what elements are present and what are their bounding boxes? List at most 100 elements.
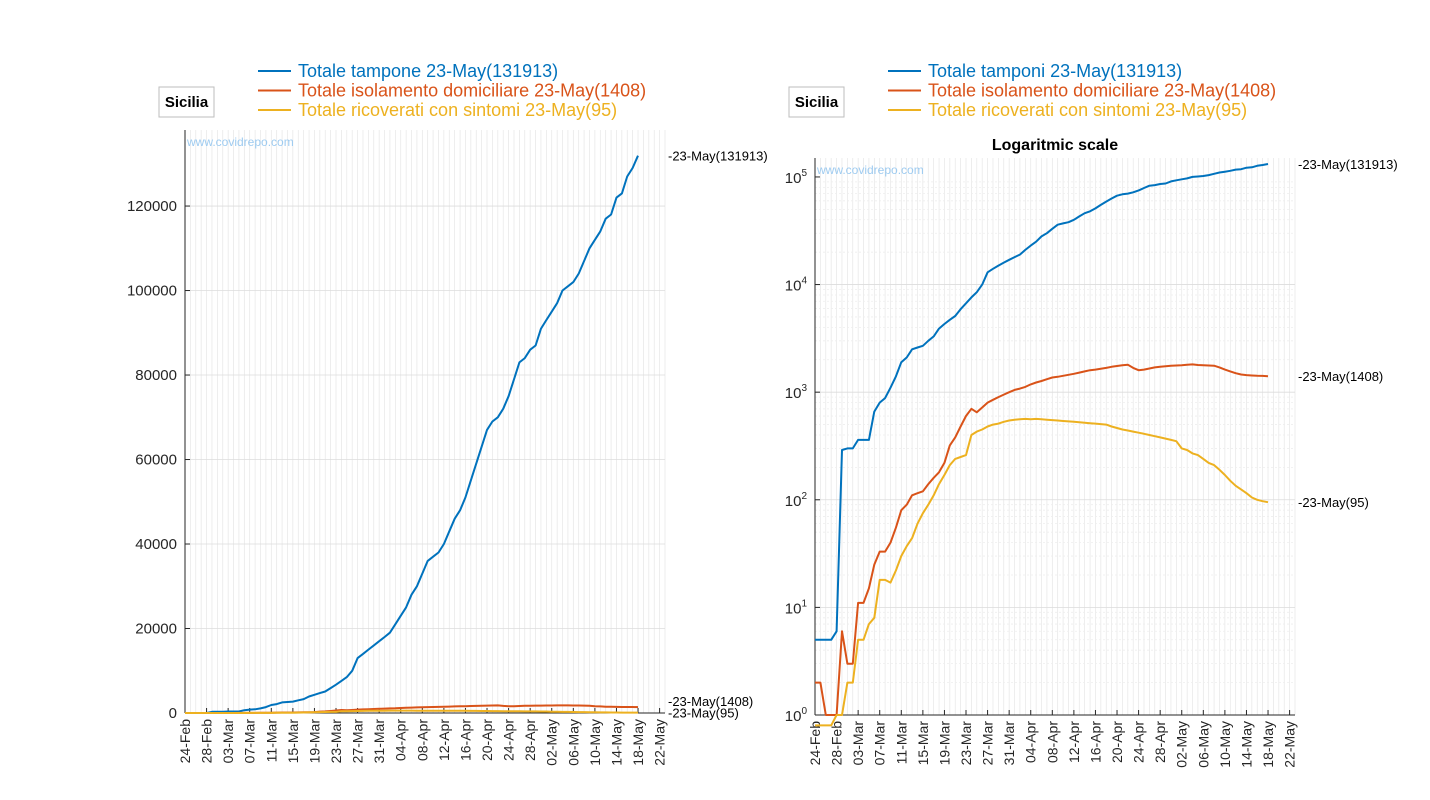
x-tick-label: 14-May xyxy=(608,719,624,766)
x-tick-label: 02-May xyxy=(544,719,560,766)
legend: Totale tampone 23-May(131913)Totale isol… xyxy=(258,61,646,120)
grid xyxy=(814,158,1296,716)
x-tick-label: 24-Feb xyxy=(177,719,193,764)
series-end-label: -23-May(1408) xyxy=(668,694,753,709)
x-tick-label: 16-Apr xyxy=(1087,721,1103,763)
x-tick-label: 24-Apr xyxy=(501,719,517,761)
x-tick-label: 27-Mar xyxy=(350,719,366,764)
x-tick-label: 12-Apr xyxy=(436,719,452,761)
x-tick-label: 19-Mar xyxy=(936,721,952,766)
x-tick-label: 11-Mar xyxy=(893,721,909,765)
y-tick-exponent: 3 xyxy=(801,383,807,394)
y-tick-label: 101 xyxy=(785,598,808,617)
x-tick-label: 23-Mar xyxy=(958,721,974,766)
series-end-label: -23-May(95) xyxy=(1298,495,1369,510)
y-tick-exponent: 0 xyxy=(801,706,807,717)
x-tick-label: 11-Mar xyxy=(263,719,279,763)
legend-entry: Totale ricoverati con sintomi 23-May(95) xyxy=(298,100,617,120)
y-tick-label: 100 xyxy=(785,706,808,725)
series-end-label: -23-May(1408) xyxy=(1298,369,1383,384)
watermark: www.covidrepo.com xyxy=(816,163,924,177)
chart-panel-1: 0 20000 40000 60000 80000 100000 120000 24-Feb 2… xyxy=(127,61,768,766)
x-tick-label: 08-Apr xyxy=(414,719,430,761)
y-tick-base: 10 xyxy=(785,278,802,295)
legend-entry: Totale isolamento domiciliare 23-May(140… xyxy=(928,81,1276,101)
legend-entry: Totale isolamento domiciliare 23-May(140… xyxy=(298,81,646,101)
x-tick-label: 28-Apr xyxy=(1152,721,1168,763)
x-tick-label: 31-Mar xyxy=(1001,721,1017,766)
x-tick-label: 16-Apr xyxy=(457,719,473,761)
y-tick-label: 105 xyxy=(785,168,808,187)
x-tick-label: 27-Mar xyxy=(980,721,996,766)
series-line xyxy=(815,163,1269,641)
series-line xyxy=(815,417,1269,727)
x-tick-label: 15-Mar xyxy=(285,719,301,764)
y-tick-base: 10 xyxy=(785,385,802,402)
watermark: www.covidrepo.com xyxy=(186,135,294,149)
x-tick-label: 20-Apr xyxy=(1109,721,1125,763)
y-tick-base: 10 xyxy=(785,493,802,510)
series-end-label: -23-May(131913) xyxy=(1298,157,1398,172)
x-tick-label: 22-May xyxy=(652,719,668,766)
x-tick-label: 24-Feb xyxy=(807,721,823,766)
chart-title: Logaritmic scale xyxy=(992,137,1118,154)
x-tick-label: 12-Apr xyxy=(1066,721,1082,763)
y-tick-label: 0 xyxy=(169,705,177,722)
y-tick-label: 104 xyxy=(785,276,808,295)
x-tick-label: 19-Mar xyxy=(306,719,322,764)
x-tick-label: 15-Mar xyxy=(915,721,931,766)
region-label: Sicilia xyxy=(795,94,839,111)
y-tick-base: 10 xyxy=(785,170,802,187)
x-tick-label: 03-Mar xyxy=(850,721,866,766)
x-tick-label: 23-Mar xyxy=(328,719,344,764)
x-tick-label: 28-Feb xyxy=(199,719,215,764)
region-label-frame xyxy=(158,86,215,118)
region-label: Sicilia xyxy=(165,94,209,111)
legend-entry: Totale ricoverati con sintomi 23-May(95) xyxy=(928,100,1247,120)
x-tick-label: 04-Apr xyxy=(1023,721,1039,763)
x-tick-label: 06-May xyxy=(1195,721,1211,768)
region-label-frame xyxy=(788,86,845,118)
series-end-label: -23-May(95) xyxy=(668,706,739,721)
x-tick-label: 06-May xyxy=(565,719,581,766)
series-line xyxy=(185,155,639,714)
y-tick-label: 102 xyxy=(785,491,808,510)
y-tick-base: 10 xyxy=(785,708,802,725)
x-tick-label: 10-May xyxy=(587,719,603,766)
x-tick-label: 28-Apr xyxy=(522,719,538,761)
legend-entry: Totale tampone 23-May(131913) xyxy=(298,61,558,81)
series-line xyxy=(185,709,638,714)
y-tick-base: 10 xyxy=(785,600,802,617)
y-tick-label: 100000 xyxy=(127,283,177,300)
series-end-label: -23-May(131913) xyxy=(668,149,768,164)
legend: Totale tamponi 23-May(131913)Totale isol… xyxy=(888,61,1276,120)
x-tick-label: 24-Apr xyxy=(1131,721,1147,763)
y-tick-label: 40000 xyxy=(135,536,177,553)
x-tick-label: 22-May xyxy=(1282,721,1298,768)
y-tick-label: 60000 xyxy=(135,452,177,469)
y-tick-exponent: 2 xyxy=(801,491,807,502)
x-tick-label: 08-Apr xyxy=(1044,721,1060,763)
x-tick-label: 03-Mar xyxy=(220,719,236,764)
y-tick-exponent: 5 xyxy=(801,168,807,179)
x-tick-label: 07-Mar xyxy=(242,719,258,764)
series-line xyxy=(815,363,1269,716)
y-tick-exponent: 4 xyxy=(801,276,807,287)
x-tick-label: 02-May xyxy=(1174,721,1190,768)
x-tick-label: 20-Apr xyxy=(479,719,495,761)
x-tick-label: 10-May xyxy=(1217,721,1233,768)
region-label-box: Sicilia xyxy=(788,86,845,118)
x-tick-label: 07-Mar xyxy=(872,721,888,766)
x-tick-label: 28-Feb xyxy=(829,721,845,766)
y-tick-label: 103 xyxy=(785,383,808,402)
y-tick-label: 80000 xyxy=(135,367,177,384)
x-tick-label: 31-Mar xyxy=(371,719,387,764)
y-tick-label: 120000 xyxy=(127,198,177,215)
x-tick-label: 14-May xyxy=(1238,721,1254,768)
region-label-box: Sicilia xyxy=(158,86,215,118)
legend-entry: Totale tamponi 23-May(131913) xyxy=(928,61,1182,81)
grid xyxy=(184,130,666,714)
y-tick-label: 20000 xyxy=(135,621,177,638)
